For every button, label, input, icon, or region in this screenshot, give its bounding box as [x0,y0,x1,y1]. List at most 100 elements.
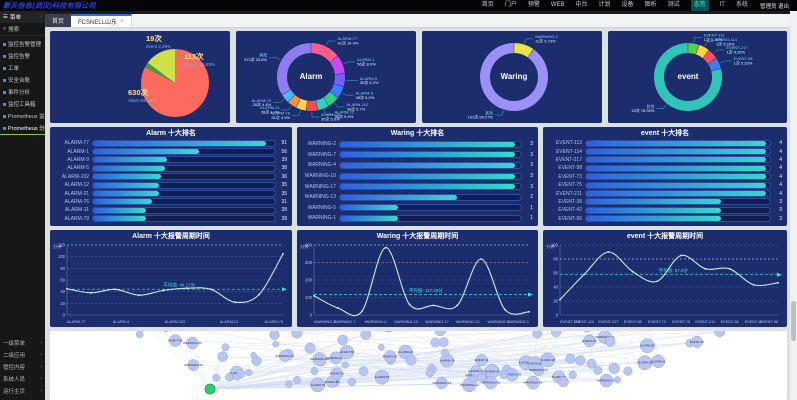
svg-text:ALARM-102: ALARM-102 [165,320,186,324]
svg-text:WARNING-17: WARNING-17 [425,320,449,324]
top-menu-item[interactable]: 门户 [504,2,517,8]
svg-text:平均值: 57.6分: 平均值: 57.6分 [659,267,689,274]
top-menu-item[interactable]: 系统 [735,2,748,8]
bar-row: ALARM-79 28 [54,215,287,223]
svg-text:EVENT-96: EVENT-96 [760,320,778,324]
svg-text:其他: 其他 [646,103,654,109]
item-icon [3,42,6,46]
svg-text:100: 100 [551,243,559,248]
svg-text:其他: 其他 [259,52,267,58]
sidebar-bottom-item[interactable]: 运行主页 › [3,388,42,395]
sidebar-header[interactable]: ☰ 菜单 ‹ [0,11,45,23]
bar-track [585,173,771,181]
bar-label: WARNING-10 [304,173,336,180]
tab-close-icon[interactable]: × [120,18,124,25]
svg-text:80: 80 [553,257,558,262]
top-menu-item[interactable]: 设备 [621,2,634,8]
svg-text:其他: 其他 [485,109,493,115]
bar-track [92,148,276,156]
bar-label: WARNING-2 [307,141,336,148]
bar-row: ALARM-11 28 [54,206,287,214]
admin-label[interactable]: 管理员 退出 [759,3,789,10]
bar-row: WARNING-4 3 [301,160,533,171]
alarm-cycle-title: Alarm 十大报警周期时间 [132,233,210,240]
bar-value: 4 [779,165,782,172]
svg-text:ALARM-85: ALARM-85 [324,380,339,384]
top-menu-item[interactable]: 测试 [667,2,680,8]
svg-text:213次 33.8%: 213次 33.8% [244,56,268,62]
sidebar-bottom-item[interactable]: 一级菜单 › [3,340,42,347]
svg-text:ALARM-79: ALARM-79 [252,98,272,103]
svg-text:WARNING-24: WARNING-24 [597,379,616,383]
sidebar-bottom-item[interactable]: 二级应用 › [3,352,42,359]
svg-text:ALARM-58: ALARM-58 [375,375,390,379]
bar-value: 4 [779,140,782,147]
top-menu-item[interactable]: IT [719,2,725,8]
pie-slice-label: 113次 Waring 14.83% [184,52,215,67]
svg-text:ALARM-77: ALARM-77 [67,320,86,324]
svg-text:WARNING-5: WARNING-5 [488,320,510,324]
sidebar-item[interactable]: 事件分析 [0,86,45,98]
sidebar-item[interactable]: 安全台账 [0,74,45,86]
bar-track [585,215,771,223]
top-menu-item[interactable]: 中台 [575,2,588,8]
svg-text:EVENT-114: EVENT-114 [574,320,594,324]
svg-text:WARNING-69: WARNING-69 [524,381,543,385]
sidebar-search[interactable]: ⌕ 搜索 [0,23,45,36]
panel-waring-top10: Waring 十大排名 WARNING-2 3 WARNING-7 3 WARNING-… [297,127,538,226]
svg-text:35次 5.6%: 35次 5.6% [335,113,354,119]
top-menu-item[interactable]: 计划 [598,2,611,8]
item-icon [3,126,6,130]
svg-text:ALARM-1: ALARM-1 [357,57,375,62]
svg-text:200: 200 [305,278,313,283]
scrollbar-thumb[interactable] [791,301,796,341]
alarm-top10-bars: ALARM-77 91 ALARM-1 56 ALARM-9 39 ALARM-5 38 ALA… [50,138,292,223]
sidebar-item[interactable]: 监控告警管理 [0,38,45,50]
sidebar: ☰ 菜单 ‹ ⌕ 搜索 监控告警管理 监控告警 工单 安全台账 事件分析 监控工具箱 Pro… [0,11,45,400]
svg-text:20: 20 [60,301,65,306]
svg-text:分钟: 分钟 [300,243,308,250]
item-icon [3,114,6,118]
svg-text:WARNING-33: WARNING-33 [184,363,203,367]
svg-text:EVENT-42: EVENT-42 [745,320,763,324]
overview-pie-chart [50,31,230,123]
top-menu-item[interactable]: 首页 [481,2,494,8]
bar-row: ALARM-1 56 [54,147,287,156]
svg-text:WARNING-72: WARNING-72 [529,368,548,372]
bar-track [339,183,522,191]
collapse-icon[interactable]: ‹ [40,14,42,20]
bar-track [92,139,276,147]
bar-track [585,206,771,214]
bar-label: EVENT-217 [555,156,582,163]
svg-text:WARNING-4: WARNING-4 [365,320,387,324]
tab-inactive[interactable]: 首页 [45,14,72,27]
svg-text:ALARM-28: ALARM-28 [540,358,555,362]
event-cycle-title: event 十大报警周期时间 [626,233,704,240]
bar-value: 1 [530,204,533,211]
top-menu-item[interactable]: 态势 [690,0,709,11]
tab-active[interactable]: FCSNELL山东 × [71,14,132,27]
bar-label: EVENT-96 [558,215,582,222]
bar-row: EVENT-42 3 [547,206,782,214]
bar-row: EVENT-38 3 [547,198,782,206]
sidebar-item[interactable]: 监控工具箱 [0,98,45,110]
sidebar-item[interactable]: Prometheus 监控 [0,110,45,122]
sidebar-item[interactable]: Prometheus 分析 [0,122,45,135]
waring-donut-chart: WARNING-2 11次 9.73% 其他 102次 90.27% [422,31,602,123]
sidebar-item[interactable]: 工单 [0,62,45,74]
bar-label: ALARM-77 [64,140,89,147]
sidebar-bottom-item[interactable]: 管控内容 › [3,364,42,371]
bar-value: 4 [779,173,782,180]
bar-track [339,193,522,201]
svg-text:EVENT-217: EVENT-217 [598,320,618,324]
sidebar-bottom-item[interactable]: 系统人员 › [3,376,42,383]
svg-text:ALARM-9: ALARM-9 [113,320,129,324]
top-menu-item[interactable]: 预警 [527,2,540,8]
svg-text:EVENT-98: EVENT-98 [734,56,754,61]
svg-text:WARNING-42: WARNING-42 [275,354,294,358]
top-menu-item[interactable]: WEB [550,2,565,8]
top-menu-item[interactable]: 图析 [644,2,657,8]
chevron-right-icon: › [40,376,42,382]
chevron-right-icon: › [40,352,42,358]
sidebar-item[interactable]: 监控告警 [0,50,45,62]
